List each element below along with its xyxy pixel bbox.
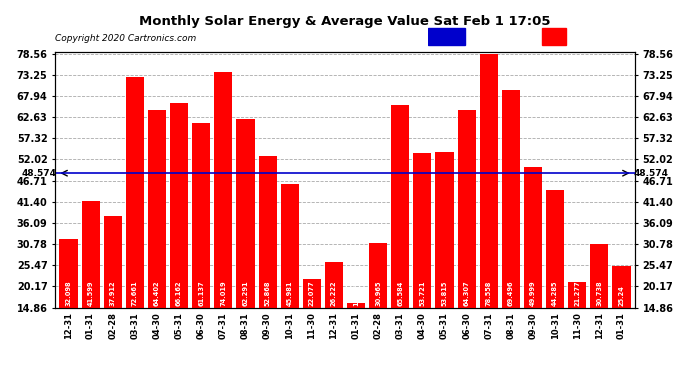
Text: 48.574: 48.574 <box>633 169 669 178</box>
Text: Copyright 2020 Cartronics.com: Copyright 2020 Cartronics.com <box>55 34 197 43</box>
Text: 69.496: 69.496 <box>508 280 514 306</box>
Text: Monthly Solar Energy & Average Value Sat Feb 1 17:05: Monthly Solar Energy & Average Value Sat… <box>139 15 551 28</box>
Text: 44.285: 44.285 <box>552 281 558 306</box>
Text: 26.222: 26.222 <box>331 280 337 306</box>
Text: 78.558: 78.558 <box>486 281 492 306</box>
Text: 37.912: 37.912 <box>110 280 116 306</box>
Text: 30.965: 30.965 <box>375 281 381 306</box>
Bar <box>428 28 465 45</box>
Text: 72.661: 72.661 <box>132 280 138 306</box>
Bar <box>170 103 188 308</box>
Bar <box>435 152 453 308</box>
Bar <box>192 123 210 308</box>
Text: 66.162: 66.162 <box>176 280 182 306</box>
Text: 25.24: 25.24 <box>618 285 624 306</box>
Bar <box>126 77 144 308</box>
Bar <box>215 72 233 308</box>
Text: 53.815: 53.815 <box>442 281 448 306</box>
Bar <box>542 28 566 45</box>
Text: 32.098: 32.098 <box>66 280 72 306</box>
Text: 61.137: 61.137 <box>198 280 204 306</box>
Bar <box>391 105 409 308</box>
Text: 16.107: 16.107 <box>353 280 359 306</box>
Text: 22.077: 22.077 <box>309 280 315 306</box>
Text: 48.574: 48.574 <box>21 169 57 178</box>
Bar <box>148 110 166 308</box>
Text: 52.868: 52.868 <box>264 281 270 306</box>
Text: 65.584: 65.584 <box>397 281 404 306</box>
Bar <box>591 244 609 308</box>
Bar <box>81 201 99 308</box>
Bar <box>347 303 365 307</box>
Text: 74.019: 74.019 <box>220 280 226 306</box>
Bar <box>281 183 299 308</box>
Bar <box>502 90 520 308</box>
Text: 53.721: 53.721 <box>420 281 426 306</box>
Bar <box>613 266 631 308</box>
Bar <box>259 156 277 308</box>
Text: 41.599: 41.599 <box>88 281 94 306</box>
Bar <box>568 282 586 308</box>
Bar <box>303 279 321 308</box>
Bar <box>480 54 498 307</box>
Text: 64.402: 64.402 <box>154 280 160 306</box>
Bar <box>546 190 564 308</box>
Text: 30.738: 30.738 <box>596 280 602 306</box>
Bar <box>457 111 475 308</box>
Text: 62.291: 62.291 <box>242 280 248 306</box>
Text: Monthly  ($): Monthly ($) <box>569 32 620 41</box>
Bar <box>369 243 387 308</box>
Text: Average  ($): Average ($) <box>467 32 519 41</box>
Bar <box>59 239 77 308</box>
Text: 45.981: 45.981 <box>286 281 293 306</box>
Text: 21.277: 21.277 <box>574 280 580 306</box>
Bar <box>104 216 122 308</box>
Bar <box>325 262 343 308</box>
Bar <box>524 168 542 308</box>
Bar <box>237 118 255 308</box>
Text: 49.999: 49.999 <box>530 280 536 306</box>
Text: 64.307: 64.307 <box>464 280 470 306</box>
Bar <box>413 153 431 308</box>
